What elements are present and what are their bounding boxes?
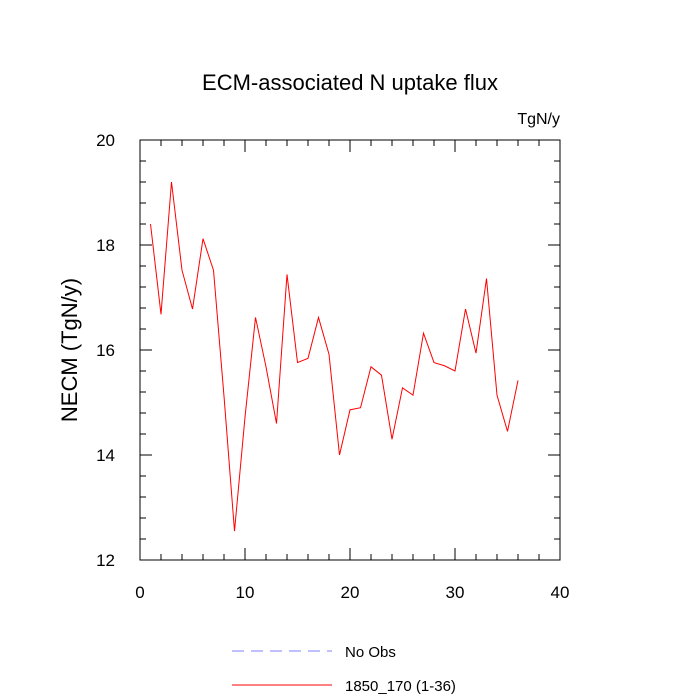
x-tick-label: 10 bbox=[236, 583, 255, 602]
chart-title: ECM-associated N uptake flux bbox=[202, 70, 498, 95]
y-tick-label: 18 bbox=[96, 236, 115, 255]
units-label: TgN/y bbox=[517, 111, 560, 128]
x-tick-label: 30 bbox=[446, 583, 465, 602]
legend: No Obs 1850_170 (1-36) bbox=[232, 644, 456, 695]
series-line-1850-170 bbox=[150, 181, 519, 532]
axis-tick-labels: 0 10 20 30 40 12 14 16 18 20 bbox=[96, 131, 569, 602]
axis-ticks bbox=[139, 139, 561, 561]
series-layer bbox=[150, 181, 519, 532]
y-tick-label: 20 bbox=[96, 131, 115, 150]
x-tick-label: 0 bbox=[135, 583, 144, 602]
y-tick-label: 12 bbox=[96, 551, 115, 570]
y-tick-label: 14 bbox=[96, 446, 115, 465]
x-tick-label: 40 bbox=[551, 583, 570, 602]
plot-frame bbox=[139, 139, 561, 561]
y-tick-label: 16 bbox=[96, 341, 115, 360]
y-axis-label: NECM (TgN/y) bbox=[57, 278, 82, 422]
x-tick-label: 20 bbox=[341, 583, 360, 602]
legend-label-1850-170: 1850_170 (1-36) bbox=[345, 678, 456, 695]
legend-label-no-obs: No Obs bbox=[345, 644, 396, 661]
